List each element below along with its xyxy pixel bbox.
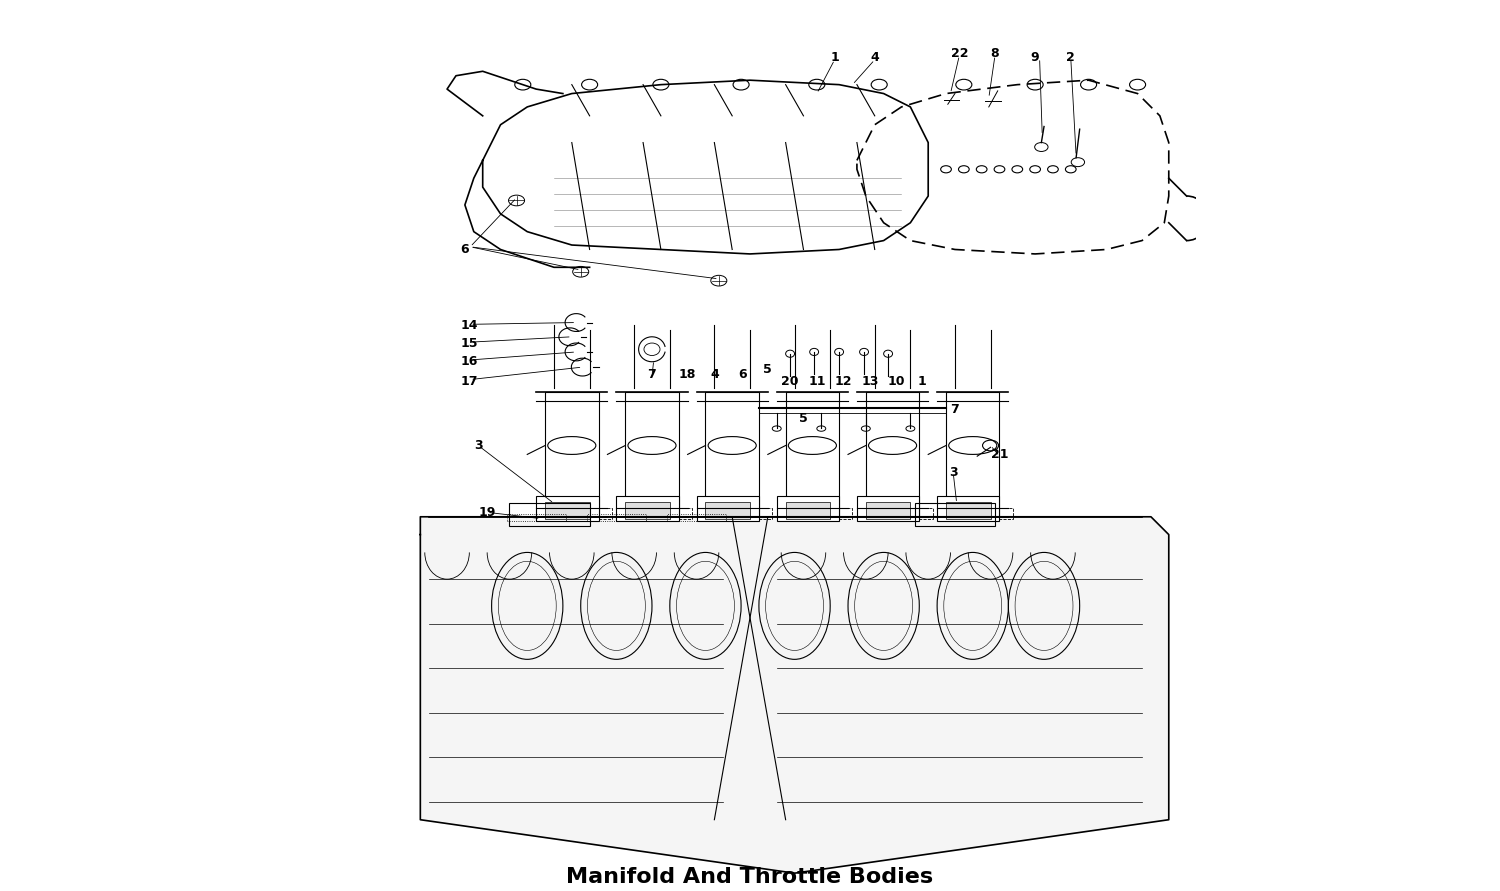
- Text: 18: 18: [680, 368, 696, 380]
- Bar: [946, 392, 999, 517]
- Bar: [668, 514, 726, 521]
- Text: 5: 5: [764, 364, 772, 376]
- Text: 3: 3: [474, 439, 483, 452]
- Bar: [865, 502, 910, 519]
- Text: 4: 4: [870, 52, 879, 64]
- Bar: [616, 496, 678, 521]
- Text: 2: 2: [1066, 52, 1076, 64]
- Polygon shape: [420, 517, 1168, 873]
- Bar: [696, 496, 759, 521]
- Bar: [507, 514, 566, 521]
- Text: 6: 6: [738, 368, 747, 380]
- Text: 22: 22: [951, 47, 968, 60]
- Text: 14: 14: [460, 319, 478, 331]
- Text: 5: 5: [800, 413, 808, 425]
- Bar: [856, 496, 920, 521]
- Text: 12: 12: [836, 375, 852, 388]
- Bar: [544, 502, 590, 519]
- Bar: [710, 508, 772, 519]
- Bar: [951, 508, 1012, 519]
- Text: 7: 7: [648, 368, 657, 380]
- Text: Manifold And Throttle Bodies: Manifold And Throttle Bodies: [567, 867, 933, 887]
- Bar: [786, 502, 830, 519]
- Text: 17: 17: [460, 375, 478, 388]
- Text: 15: 15: [460, 337, 478, 349]
- Bar: [946, 502, 990, 519]
- Bar: [510, 503, 590, 526]
- Text: 11: 11: [808, 375, 825, 388]
- Text: 8: 8: [990, 47, 999, 60]
- Text: 9: 9: [1030, 52, 1039, 64]
- Bar: [870, 508, 933, 519]
- Bar: [786, 392, 838, 517]
- Bar: [626, 502, 670, 519]
- Text: 16: 16: [460, 356, 478, 368]
- Bar: [705, 502, 750, 519]
- Bar: [705, 392, 759, 517]
- Bar: [626, 392, 678, 517]
- Bar: [536, 496, 598, 521]
- Text: 20: 20: [782, 375, 800, 388]
- Bar: [790, 508, 852, 519]
- Bar: [630, 508, 692, 519]
- Text: 6: 6: [460, 243, 470, 256]
- Text: 3: 3: [950, 466, 957, 478]
- Text: 1: 1: [918, 375, 927, 388]
- Text: 19: 19: [478, 506, 496, 519]
- Text: 10: 10: [888, 375, 904, 388]
- Bar: [938, 496, 999, 521]
- Text: 13: 13: [861, 375, 879, 388]
- Bar: [544, 392, 598, 517]
- Text: 7: 7: [951, 404, 960, 416]
- Bar: [586, 514, 646, 521]
- Text: 21: 21: [990, 448, 1008, 461]
- Bar: [915, 503, 995, 526]
- Text: 4: 4: [710, 368, 718, 380]
- Bar: [549, 508, 612, 519]
- Text: 1: 1: [831, 52, 839, 64]
- Bar: [777, 496, 838, 521]
- Bar: [865, 392, 919, 517]
